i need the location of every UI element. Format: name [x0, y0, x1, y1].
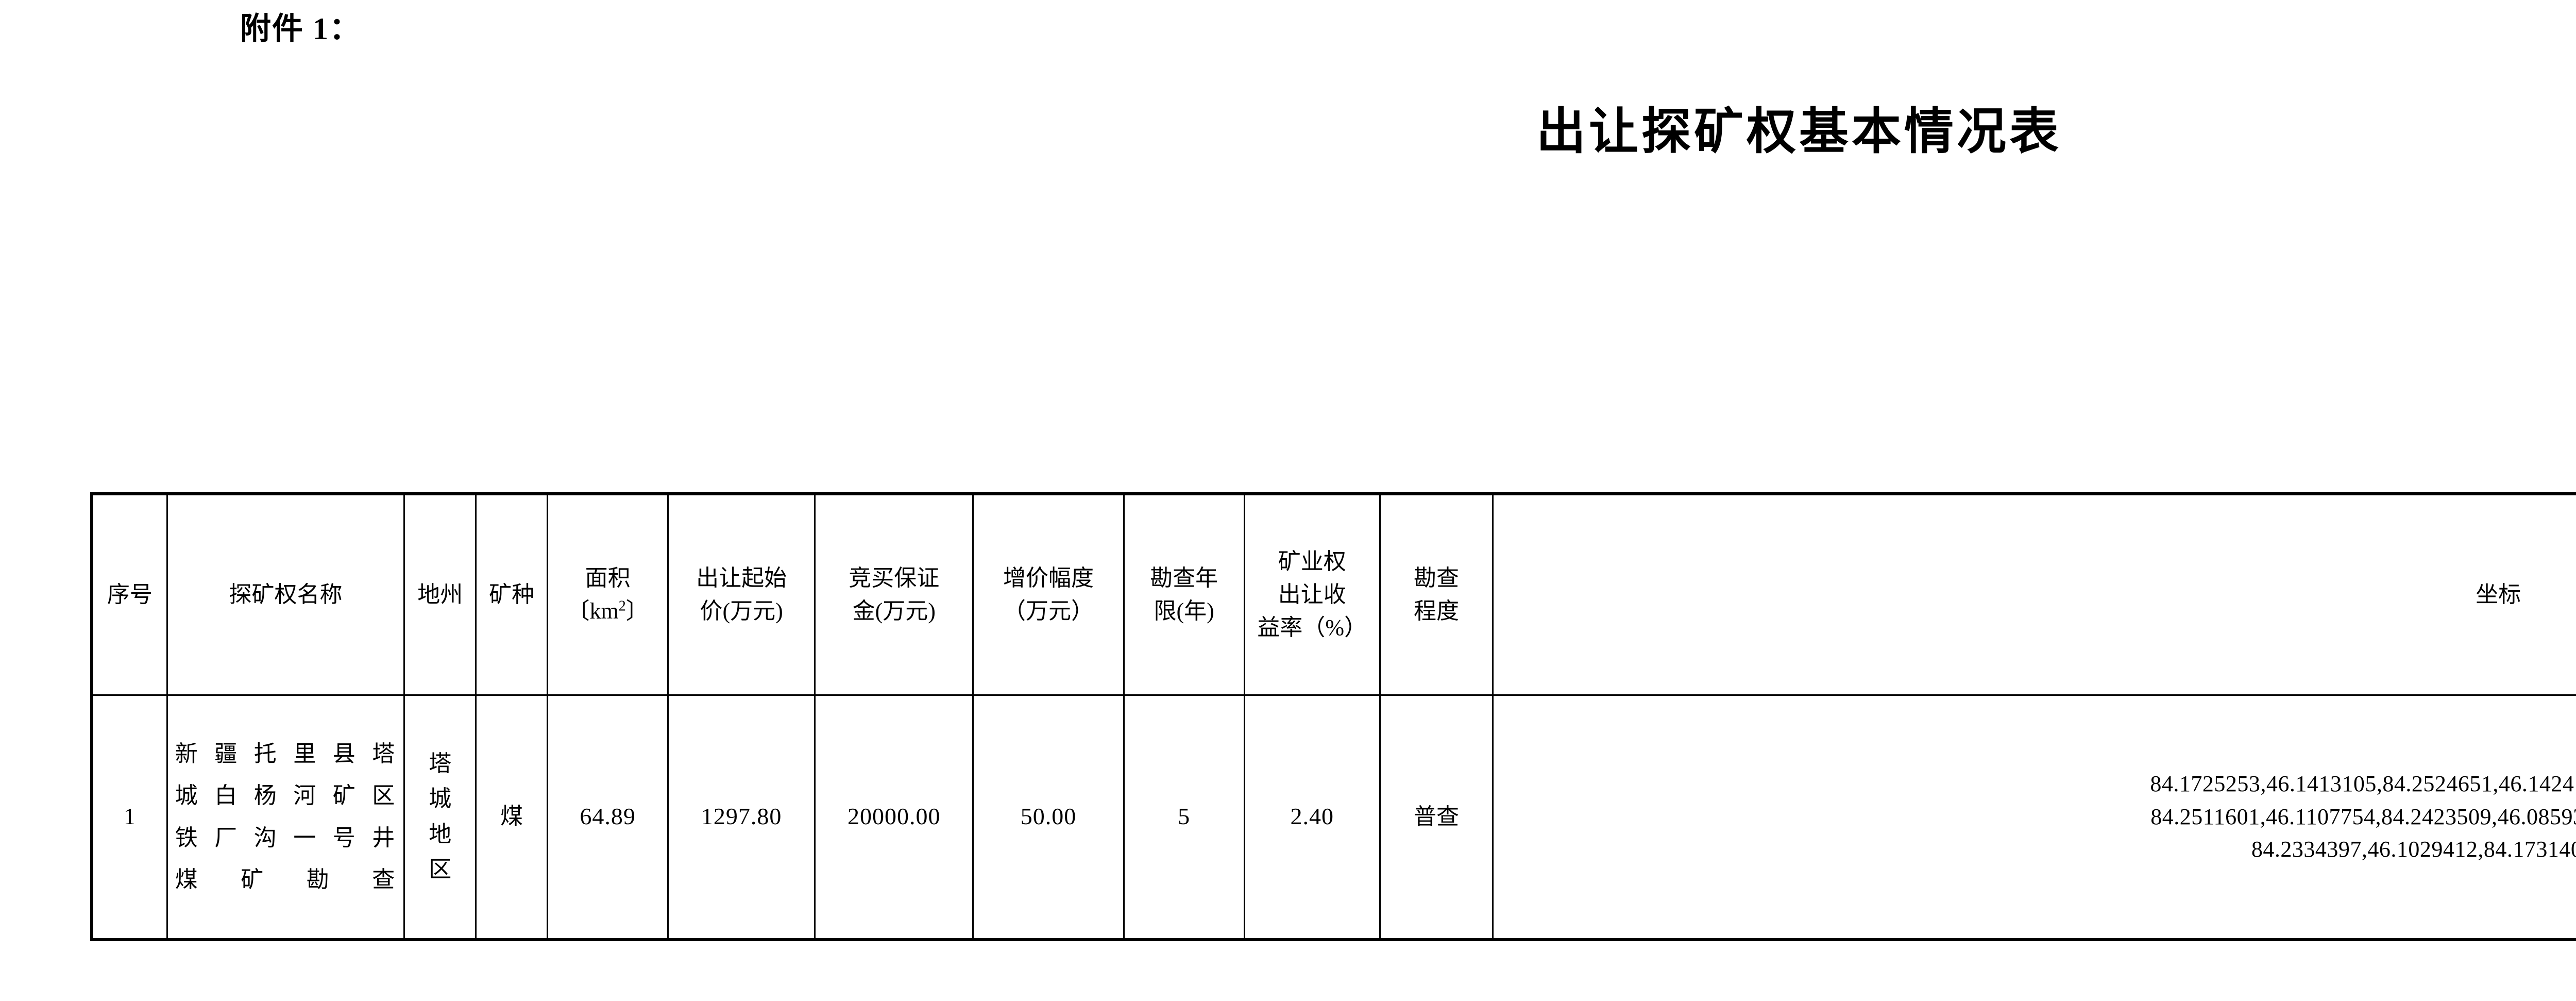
cell-increment-value: 50.00 — [1020, 803, 1077, 830]
cell-start-price-value: 1297.80 — [701, 803, 782, 830]
cell-region-value: 塔 城 地 区 — [405, 744, 475, 889]
header-rate-label: 矿业权 出让收 益率（%） — [1245, 542, 1379, 647]
header-coordinates: 坐标 — [1492, 493, 2576, 696]
mining-rights-table-container: 序号 探矿权名称 地州 矿种 面积 〔km2〕 — [90, 492, 2576, 941]
cell-coordinates-line-2: 84.2511601,46.1107754,84.2423509,46.0859… — [2150, 804, 2576, 829]
cell-start-price: 1297.80 — [667, 694, 816, 940]
header-degree-line1: 勘查 — [1414, 565, 1460, 591]
header-years: 勘查年 限(年) — [1123, 493, 1245, 696]
header-mineral: 矿种 — [475, 493, 549, 696]
header-deposit-label: 竞买保证 金(万元) — [816, 559, 972, 631]
cell-coordinates-line-3: 84.2334397,46.1029412,84.1731407,46.1208… — [2251, 837, 2576, 862]
header-rate-line1: 矿业权 — [1278, 549, 1346, 575]
header-deposit-line1: 竞买保证 — [849, 565, 940, 591]
header-region: 地州 — [403, 493, 477, 696]
header-increment-line1: 增价幅度 — [1003, 565, 1094, 591]
header-mineral-label: 矿种 — [489, 581, 535, 607]
header-area-unit-open: 〔km — [567, 598, 619, 624]
cell-name-line-2: 城白杨河矿区 — [175, 783, 397, 809]
header-area-line1: 面积 — [585, 565, 631, 591]
header-index-label: 序号 — [107, 581, 152, 607]
header-area-label: 面积 〔km2〕 — [548, 559, 667, 631]
header-degree-line2: 程度 — [1414, 598, 1460, 624]
cell-degree-value: 普查 — [1414, 804, 1460, 829]
cell-mineral-value: 煤 — [500, 804, 523, 829]
header-increment: 增价幅度 （万元） — [972, 493, 1125, 696]
cell-name-line-1: 新疆托里县塔 — [175, 741, 397, 766]
cell-deposit-value: 20000.00 — [847, 803, 941, 830]
header-area-unit-sup: 2 — [618, 598, 626, 614]
header-region-label: 地州 — [417, 581, 463, 607]
cell-region-line-1: 塔 — [429, 751, 452, 777]
cell-name: 新疆托里县塔 城白杨河矿区 铁厂沟一号井 煤矿勘查 — [166, 694, 405, 940]
header-years-label: 勘查年 限(年) — [1125, 559, 1244, 631]
cell-region: 塔 城 地 区 — [403, 694, 477, 940]
cell-area-value: 64.89 — [580, 803, 636, 830]
header-name: 探矿权名称 — [166, 493, 405, 696]
header-years-line1: 勘查年 — [1150, 565, 1218, 591]
header-degree: 勘查 程度 — [1379, 493, 1494, 696]
cell-years: 5 — [1123, 694, 1245, 940]
cell-increment: 50.00 — [972, 694, 1125, 940]
cell-rate: 2.40 — [1243, 694, 1381, 940]
cell-name-line-3: 铁厂沟一号井 — [175, 825, 397, 850]
header-rate: 矿业权 出让收 益率（%） — [1243, 493, 1381, 696]
cell-name-line-4: 煤矿勘查 — [175, 866, 397, 892]
cell-degree: 普查 — [1379, 694, 1494, 940]
table-header-row: 序号 探矿权名称 地州 矿种 面积 〔km2〕 — [91, 493, 2576, 696]
page-title: 出让探矿权基本情况表 — [1536, 104, 2062, 159]
cell-mineral: 煤 — [475, 694, 549, 940]
cell-coordinates-line-1: 84.1725253,46.1413105,84.2524651,46.1424… — [2150, 771, 2576, 796]
cell-rate-value: 2.40 — [1290, 803, 1334, 830]
cell-region-line-3: 地 — [429, 821, 452, 847]
header-increment-label: 增价幅度 （万元） — [974, 559, 1123, 631]
header-deposit-line2: 金(万元) — [852, 598, 936, 624]
cell-name-value: 新疆托里县塔 城白杨河矿区 铁厂沟一号井 煤矿勘查 — [168, 733, 404, 901]
attachment-label: 附件 1： — [240, 12, 361, 46]
cell-index-value: 1 — [123, 803, 136, 830]
header-years-line2: 限(年) — [1154, 598, 1214, 624]
header-start-price-line1: 出让起始 — [696, 565, 787, 591]
header-rate-line3: 益率（%） — [1257, 614, 1367, 640]
cell-deposit: 20000.00 — [814, 694, 974, 940]
header-start-price-line2: 价(万元) — [700, 598, 783, 624]
table-row: 1 新疆托里县塔 城白杨河矿区 铁厂沟一号井 煤矿勘查 塔 城 地 区 — [91, 694, 2576, 940]
header-name-label: 探矿权名称 — [229, 581, 343, 607]
cell-region-line-2: 城 — [429, 786, 452, 812]
cell-coordinates: 84.1725253,46.1413105,84.2524651,46.1424… — [1492, 694, 2576, 940]
header-index: 序号 — [91, 493, 168, 696]
header-area: 面积 〔km2〕 — [547, 493, 669, 696]
cell-area: 64.89 — [547, 694, 669, 940]
header-increment-line2: （万元） — [1003, 598, 1094, 624]
cell-index: 1 — [91, 694, 168, 940]
header-rate-line2: 出让收 — [1278, 581, 1346, 607]
header-area-unit-close: 〕 — [625, 598, 649, 624]
cell-region-line-4: 区 — [429, 856, 452, 882]
header-deposit: 竞买保证 金(万元) — [814, 493, 974, 696]
header-start-price-label: 出让起始 价(万元) — [669, 559, 814, 631]
header-degree-label: 勘查 程度 — [1381, 559, 1492, 631]
mining-rights-table: 序号 探矿权名称 地州 矿种 面积 〔km2〕 — [90, 492, 2576, 941]
header-start-price: 出让起始 价(万元) — [667, 493, 816, 696]
cell-years-value: 5 — [1178, 803, 1191, 830]
header-coordinates-label: 坐标 — [2476, 581, 2521, 607]
